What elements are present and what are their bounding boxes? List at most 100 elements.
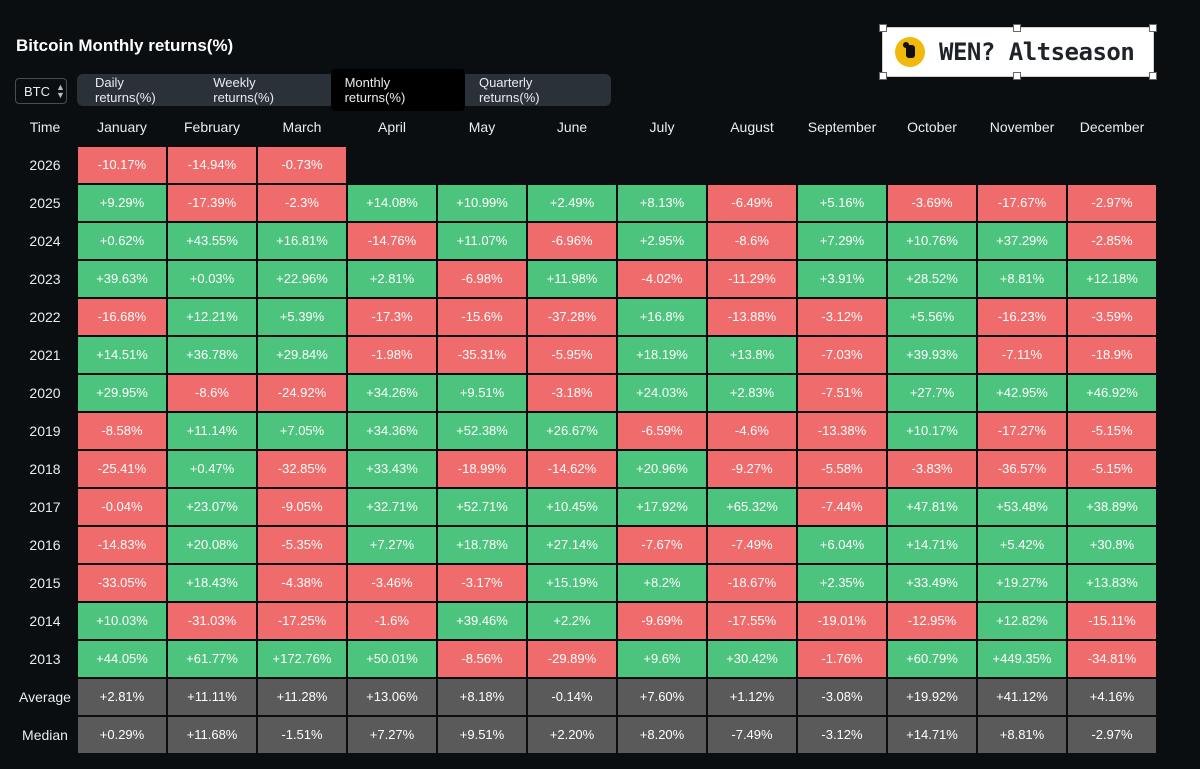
resize-handle-icon[interactable] [879, 72, 887, 80]
return-cell: +12.21% [168, 299, 256, 335]
summary-cell: +11.68% [168, 717, 256, 753]
return-cell: +10.76% [888, 223, 976, 259]
return-cell: +2.49% [528, 185, 616, 221]
return-cell: +34.26% [348, 375, 436, 411]
return-cell: -18.99% [438, 451, 526, 487]
return-cell: +42.95% [978, 375, 1066, 411]
resize-handle-icon[interactable] [1149, 72, 1157, 80]
return-cell: +7.05% [258, 413, 346, 449]
summary-cell: +4.16% [1068, 679, 1156, 715]
altseason-logo: WEN? Altseason [882, 27, 1154, 77]
return-cell: -5.15% [1068, 451, 1156, 487]
return-cell: -3.18% [528, 375, 616, 411]
return-cell: -17.39% [168, 185, 256, 221]
return-cell: -14.76% [348, 223, 436, 259]
return-cell: -1.6% [348, 603, 436, 639]
resize-handle-icon[interactable] [1149, 24, 1157, 32]
return-cell: +0.62% [78, 223, 166, 259]
return-cell: -0.04% [78, 489, 166, 525]
return-cell: +14.08% [348, 185, 436, 221]
return-cell: +9.6% [618, 641, 706, 677]
return-cell: +38.89% [1068, 489, 1156, 525]
year-label: 2014 [29, 613, 61, 629]
return-cell: -32.85% [258, 451, 346, 487]
return-cell: -16.23% [978, 299, 1066, 335]
return-cell: +14.71% [888, 527, 976, 563]
year-label: 2016 [29, 537, 61, 553]
return-cell: +29.95% [78, 375, 166, 411]
return-cell: +23.07% [168, 489, 256, 525]
return-cell: +16.81% [258, 223, 346, 259]
return-cell: -17.27% [978, 413, 1066, 449]
year-label: 2026 [29, 157, 61, 173]
return-cell: -12.95% [888, 603, 976, 639]
year-label: 2020 [29, 385, 61, 401]
return-cell: -34.81% [1068, 641, 1156, 677]
return-cell: +20.08% [168, 527, 256, 563]
summary-cell: -7.49% [708, 717, 796, 753]
resize-handle-icon[interactable] [1013, 24, 1021, 32]
return-cell: -8.58% [78, 413, 166, 449]
return-cell: -4.02% [618, 261, 706, 297]
return-cell: -35.31% [438, 337, 526, 373]
summary-cell: +8.18% [438, 679, 526, 715]
return-cell: -33.05% [78, 565, 166, 601]
year-label: 2013 [29, 651, 61, 667]
tab-quarterly-returns[interactable]: Quarterly returns(%) [478, 75, 540, 105]
return-cell: -1.98% [348, 337, 436, 373]
return-cell: +17.92% [618, 489, 706, 525]
return-cell: +27.14% [528, 527, 616, 563]
resize-handle-icon[interactable] [879, 24, 887, 32]
return-cell: +2.81% [348, 261, 436, 297]
return-cell: -36.57% [978, 451, 1066, 487]
return-cell: +2.95% [618, 223, 706, 259]
return-cell: +47.81% [888, 489, 976, 525]
return-cell: -7.44% [798, 489, 886, 525]
return-cell: -8.6% [168, 375, 256, 411]
return-cell: -14.94% [168, 147, 256, 183]
return-cell: -3.17% [438, 565, 526, 601]
return-cell: -6.49% [708, 185, 796, 221]
return-cell: +39.93% [888, 337, 976, 373]
summary-cell: +14.71% [888, 717, 976, 753]
return-cell: -17.3% [348, 299, 436, 335]
return-cell: -3.69% [888, 185, 976, 221]
logo-text: WEN? Altseason [939, 38, 1135, 66]
column-header-july: July [649, 119, 675, 135]
return-cell: +36.78% [168, 337, 256, 373]
return-cell: +27.7% [888, 375, 976, 411]
return-cell: +29.84% [258, 337, 346, 373]
return-cell: -2.3% [258, 185, 346, 221]
return-cell: -2.97% [1068, 185, 1156, 221]
return-cell: +61.77% [168, 641, 256, 677]
return-cell: -25.41% [78, 451, 166, 487]
tab-daily-returns[interactable]: Daily returns(%) [95, 75, 156, 105]
resize-handle-icon[interactable] [1013, 72, 1021, 80]
return-cell: +11.14% [168, 413, 256, 449]
summary-cell: +9.51% [438, 717, 526, 753]
return-cell: +11.07% [438, 223, 526, 259]
return-cell: -1.76% [798, 641, 886, 677]
return-cell: +13.83% [1068, 565, 1156, 601]
summary-cell: +11.11% [168, 679, 256, 715]
tab-monthly-returns[interactable]: Monthly returns(%) [330, 69, 465, 111]
return-cell: +10.45% [528, 489, 616, 525]
return-cell: +7.29% [798, 223, 886, 259]
return-cell: +5.16% [798, 185, 886, 221]
return-cell: -13.88% [708, 299, 796, 335]
return-cell: -6.98% [438, 261, 526, 297]
return-cell: -9.27% [708, 451, 796, 487]
summary-label: Median [22, 727, 68, 743]
return-cell: +449.35% [978, 641, 1066, 677]
return-cell: +2.2% [528, 603, 616, 639]
return-cell: +30.42% [708, 641, 796, 677]
chevron-updown-icon: ▲ ▼ [56, 82, 65, 100]
return-cell: +13.8% [708, 337, 796, 373]
return-cell: -17.55% [708, 603, 796, 639]
asset-select[interactable]: BTC ▲ ▼ [15, 78, 67, 104]
return-cell: +9.29% [78, 185, 166, 221]
return-cell: +0.47% [168, 451, 256, 487]
tab-weekly-returns[interactable]: Weekly returns(%) [213, 75, 274, 105]
page-title: Bitcoin Monthly returns(%) [16, 36, 234, 55]
return-cell: +8.2% [618, 565, 706, 601]
